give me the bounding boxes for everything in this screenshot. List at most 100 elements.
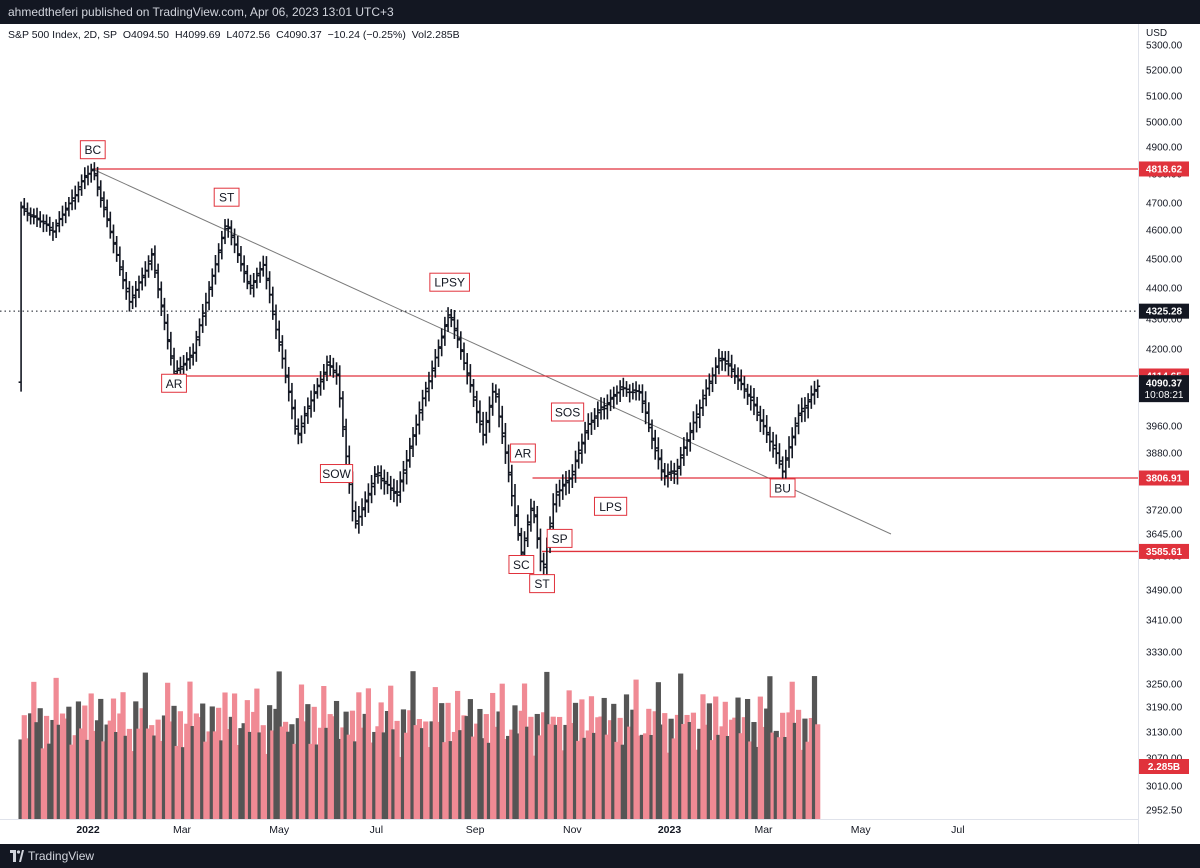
price-bar [197,318,203,347]
price-bar [60,205,66,227]
price-bar [694,404,700,433]
price-bar [353,501,359,529]
annotation-box [546,528,573,548]
volume-bar [448,741,454,819]
volume-bar [391,729,397,819]
bar-countdown: 10:08:21 [1145,390,1184,401]
price-bar [260,255,266,277]
price-bar [738,369,744,391]
volume-bar [776,737,783,819]
volume-bar [308,743,314,819]
price-bar [512,484,518,527]
annotation-sos: SOS [550,402,585,422]
volume-bar [716,734,722,819]
price-bar [324,355,330,382]
volume-bar [337,738,343,819]
volume-bar [486,742,493,819]
volume-bar [384,710,391,819]
price-bar [139,267,145,291]
price-bar [149,248,155,271]
volume-bar [474,723,480,819]
volume-bar [455,690,461,819]
volume-bar [512,705,518,819]
volume-bar [318,727,324,819]
level-tag: 4325.28 [1139,303,1189,319]
price-bar [627,384,633,403]
volume-bar [576,740,582,819]
volume-bar [180,747,187,819]
price-bar [31,208,37,225]
volume-bar [110,698,117,819]
price-chart[interactable]: BC ST LPSY AR SOW SOS AR LPS SP SC ST BU USD 5300.00… [0,24,1200,844]
time-tick: Mar [173,824,192,836]
volume-bar [764,708,770,819]
volume-bar [490,692,496,819]
annotation-box [769,478,796,498]
legend-symbol[interactable]: S&P 500 Index, 2D, SP [8,29,117,41]
price-bar [458,331,464,360]
price-bar [534,505,540,549]
volume-bar [770,732,776,819]
price-bar [56,211,62,233]
volume-bar [598,716,604,819]
price-bar [286,366,292,402]
price-bar [222,219,228,245]
price-bar [146,255,152,278]
volume-bar [633,679,639,819]
legend-change: −10.24 (−0.25%) [327,29,406,41]
volume-bar [537,735,544,819]
volume-bar [88,693,94,819]
volume-bar [241,723,247,819]
volume-bar [257,732,263,819]
price-tick: 4300.00 [1146,315,1183,326]
price-bar [770,431,776,458]
volume-bar [126,728,133,819]
annotation-label: SOW [322,467,351,481]
symbol-legend: S&P 500 Index, 2D, SP O4094.50 H4099.69 … [8,29,463,41]
volume-bar [499,683,505,819]
volume-bar [289,724,295,819]
price-bar [362,491,368,518]
published-text: ahmedtheferi published on TradingView.co… [8,5,394,19]
price-bar [126,281,132,312]
price-bar [541,552,547,578]
legend-volume: Vol2.285B [411,29,460,41]
annotation-box [550,402,585,422]
price-bar [318,371,324,396]
chart-area[interactable]: BC ST LPSY AR SOW SOS AR LPS SP SC ST BU USD 5300.00… [0,24,1200,844]
volume-bar [177,711,184,819]
volume-bar [24,738,31,819]
legend-open: O4094.50 [122,29,170,41]
price-bar [308,390,314,418]
volume-bar [228,716,234,819]
price-bar [713,357,719,384]
volume-bar [133,701,139,819]
volume-bar [439,703,445,819]
volume-bar [690,712,697,819]
volume-bar [238,728,244,819]
volume-bar [292,743,298,819]
volume-bar [31,681,37,819]
price-bar [588,412,594,435]
price-bar [47,216,53,236]
volume-bar [706,703,712,819]
price-bar [690,411,696,441]
volume-bar [21,715,27,819]
volume-bar [617,717,623,819]
price-bar [241,255,247,283]
volume-bar [193,713,199,819]
volume-bar [40,748,46,819]
price-bar [165,313,171,350]
price-bar [161,297,167,331]
price-bar [267,271,273,304]
price-bar [608,389,614,412]
volume-bar [56,724,62,819]
volume-bar [493,726,499,819]
volume-bar [356,692,362,819]
price-bar [764,415,770,443]
volume-bar [184,723,190,819]
volume-bar [518,710,524,819]
annotation-label: SC [513,558,530,572]
last-price-bg [1139,375,1189,403]
annotation-label: ST [219,191,235,205]
